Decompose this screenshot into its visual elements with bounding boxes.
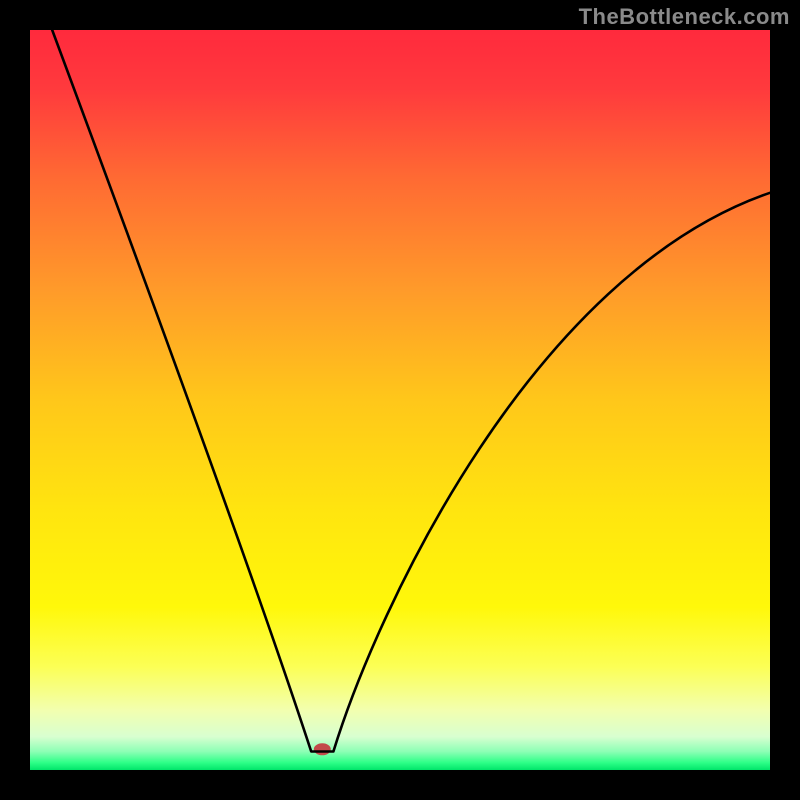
plot-area — [30, 30, 770, 770]
bottleneck-curve-chart — [30, 30, 770, 770]
gradient-background — [30, 30, 770, 770]
watermark-text: TheBottleneck.com — [579, 4, 790, 30]
optimal-point-marker — [314, 744, 330, 755]
chart-container: TheBottleneck.com — [0, 0, 800, 800]
